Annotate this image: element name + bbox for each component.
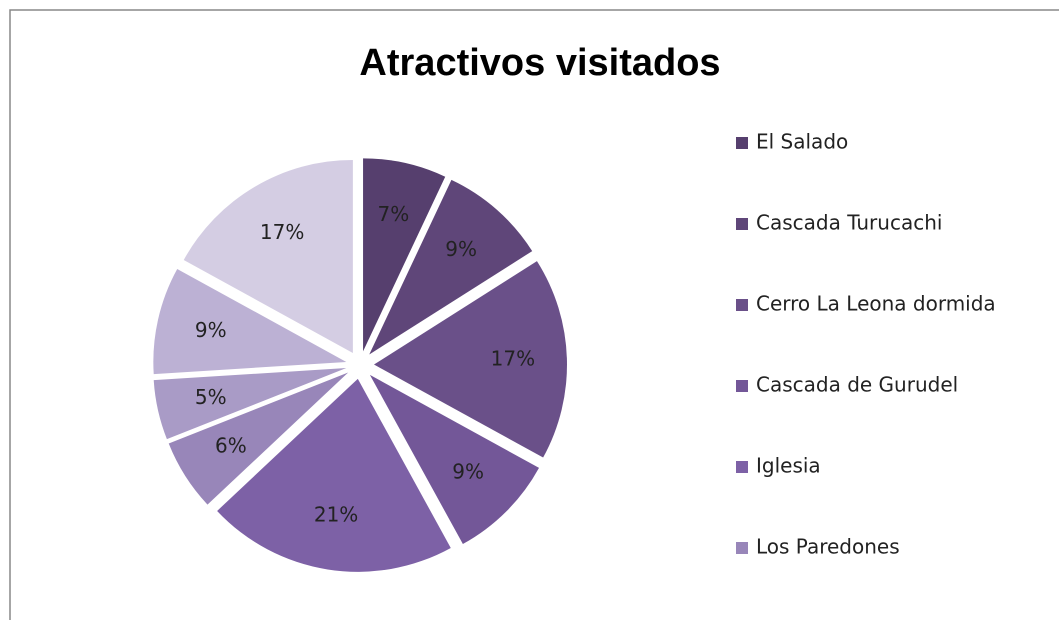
data-label: 9% <box>195 318 227 342</box>
pie-slice <box>217 378 451 572</box>
pie-slice <box>153 268 347 375</box>
chart-frame <box>9 9 1059 620</box>
pie-slice <box>369 179 533 355</box>
pie-slice <box>369 374 540 545</box>
pie-slice <box>363 158 446 352</box>
data-label: 5% <box>195 385 227 409</box>
pie-slice <box>153 368 347 440</box>
legend-swatch <box>736 542 748 554</box>
data-label: 9% <box>445 237 477 261</box>
legend-label: Cascada de Gurudel <box>756 373 958 397</box>
pie-slice <box>183 159 353 353</box>
data-label: 17% <box>491 347 535 371</box>
legend-label: Iglesia <box>756 454 821 478</box>
legend-label: Los Paredones <box>756 535 900 559</box>
data-label: 9% <box>452 460 484 484</box>
data-label: 17% <box>260 220 304 244</box>
legend-swatch <box>736 299 748 311</box>
legend-swatch <box>736 218 748 230</box>
pie-slice <box>373 261 567 458</box>
legend-swatch <box>736 380 748 392</box>
data-label: 6% <box>215 433 247 457</box>
pie-slice <box>168 372 349 505</box>
chart-title: Atractivos visitados <box>359 42 720 84</box>
legend-label: El Salado <box>756 130 848 154</box>
legend-label: Cerro La Leona dormida <box>756 292 996 316</box>
legend-label: Cascada Turucachi <box>756 211 942 235</box>
data-label: 21% <box>314 503 358 527</box>
legend-swatch <box>736 137 748 149</box>
data-label: 7% <box>378 202 410 226</box>
legend-swatch <box>736 461 748 473</box>
